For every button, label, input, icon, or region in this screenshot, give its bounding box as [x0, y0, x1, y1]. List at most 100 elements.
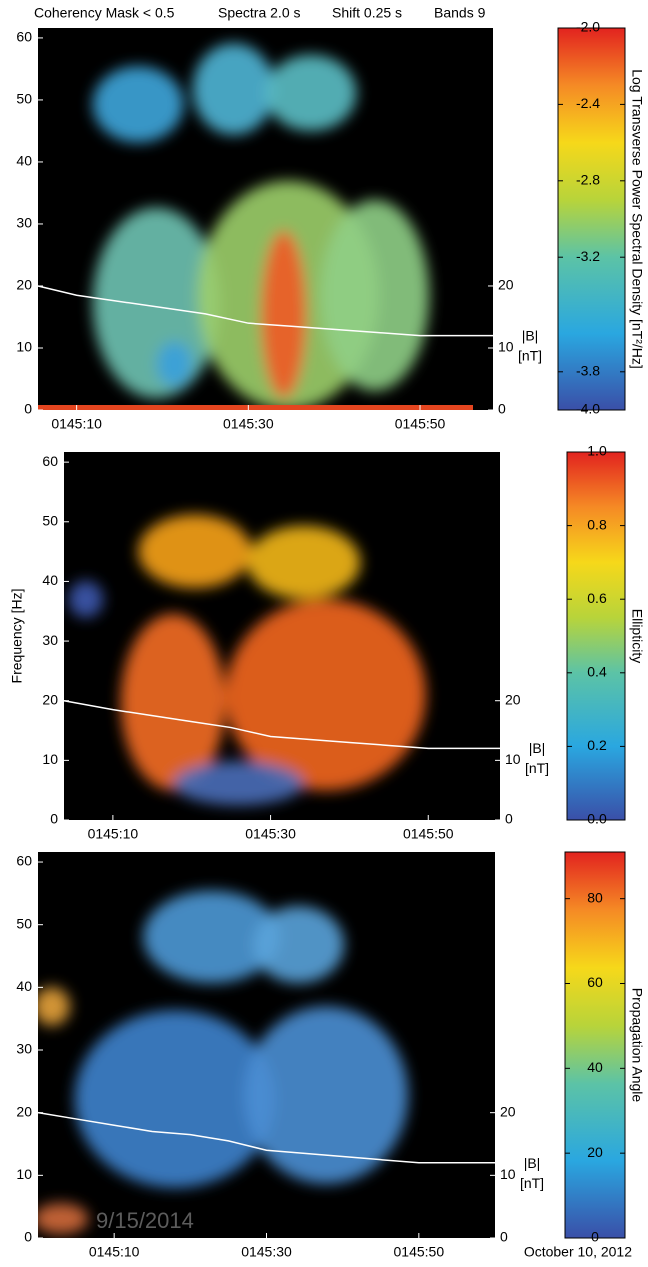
spectrogram-patch — [173, 761, 304, 806]
spectrogram-patch — [265, 54, 357, 132]
colorbar-tick-label: 0.6 — [587, 590, 607, 606]
x-tick-label: 0145:30 — [223, 416, 274, 432]
x-tick-label: 0145:50 — [394, 1244, 445, 1260]
y-tick-label: 50 — [16, 91, 32, 107]
spectrogram-patch — [120, 613, 226, 791]
watermark: 9/15/2014 — [96, 1208, 194, 1233]
y2-tick-label: 0 — [498, 401, 506, 417]
colorbar-tick-label: -2.8 — [576, 172, 600, 188]
annotation: Bands 9 — [434, 5, 486, 21]
x-tick-label: 0145:30 — [241, 1244, 292, 1260]
y2-tick-label: 20 — [505, 691, 521, 707]
y-tick-label: 40 — [16, 978, 32, 994]
spectrogram-patch — [38, 1203, 89, 1235]
x-tick-label: 0145:50 — [403, 826, 454, 842]
y2-label: |B| — [529, 740, 546, 756]
y-tick-label: 30 — [16, 1041, 32, 1057]
b-field-line — [37, 1111, 495, 1164]
colorbar-tick-label: 0.4 — [587, 664, 607, 680]
spectrogram-patch — [38, 987, 70, 1026]
colorbar — [557, 27, 626, 411]
colorbar-tick-label: -3.2 — [576, 248, 600, 264]
y-tick-label: 60 — [16, 29, 32, 45]
y-tick-label: 50 — [16, 915, 32, 931]
spectrogram-patch — [38, 405, 473, 410]
y-tick-label: 40 — [42, 572, 58, 588]
y-tick-label: 0 — [50, 811, 58, 827]
annotation: Coherency Mask < 0.5 — [34, 5, 175, 21]
y-tick-label: 10 — [16, 339, 32, 355]
colorbar-label: Propagation Angle — [629, 988, 645, 1103]
y-label: Frequency [Hz] — [9, 589, 25, 684]
annotation: Spectra 2.0 s — [218, 5, 301, 21]
x-tick-label: 0145:30 — [245, 826, 296, 842]
spectrogram-patch — [68, 580, 104, 618]
y2-tick-label: 0 — [500, 1229, 508, 1245]
spectrogram-patch — [252, 906, 345, 984]
y-tick-label: 20 — [42, 691, 58, 707]
y2-tick-label: 10 — [505, 751, 521, 767]
spectrogram-patch — [247, 525, 361, 600]
b-field-line — [63, 699, 500, 750]
colorbar-tick-label: -2.4 — [576, 95, 600, 111]
x-tick-label: 0145:10 — [89, 1244, 140, 1260]
y-tick-label: 50 — [42, 512, 58, 528]
spectrogram-patch — [320, 199, 430, 391]
y-tick-label: 0 — [24, 401, 32, 417]
spectrogram — [92, 43, 430, 410]
y-tick-label: 0 — [24, 1229, 32, 1245]
annotation: Shift 0.25 s — [332, 5, 402, 21]
spectrogram-patch — [192, 43, 275, 135]
spectrogram-patch — [74, 1010, 276, 1188]
b-field-line — [37, 285, 493, 337]
colorbar-tick-label: 0.8 — [587, 516, 607, 532]
date-label: October 10, 2012 — [524, 1244, 632, 1260]
x-tick-label: 0145:10 — [51, 416, 102, 432]
colorbar-tick-label: -3.8 — [576, 363, 600, 379]
y2-tick-label: 20 — [498, 277, 514, 293]
spectrogram-patch — [260, 230, 307, 399]
spectrogram — [38, 890, 409, 1235]
y-tick-label: 30 — [16, 215, 32, 231]
y-tick-label: 40 — [16, 153, 32, 169]
y2-unit: [nT] — [525, 760, 549, 776]
colorbar — [566, 451, 626, 821]
y2-tick-label: 0 — [505, 811, 513, 827]
colorbar-tick-label: 0.2 — [587, 737, 607, 753]
spectrogram-patch — [143, 890, 281, 984]
colorbar-tick-label: 20 — [587, 1144, 603, 1160]
spectrogram-patch — [225, 599, 426, 791]
y-tick-label: 30 — [42, 632, 58, 648]
y-tick-label: 10 — [16, 1166, 32, 1182]
y-tick-label: 10 — [42, 751, 58, 767]
colorbar-tick-label: 60 — [587, 974, 603, 990]
spectrogram-patch — [243, 1006, 409, 1184]
y2-unit: [nT] — [520, 1175, 544, 1191]
y2-tick-label: 10 — [500, 1166, 516, 1182]
y-tick-label: 60 — [16, 853, 32, 869]
x-tick-label: 0145:10 — [88, 826, 139, 842]
colorbar-tick-label: -2.0 — [576, 19, 600, 35]
y2-tick-label: 10 — [498, 339, 514, 355]
colorbar-tick-label: 0.0 — [587, 811, 607, 827]
y-tick-label: 20 — [16, 277, 32, 293]
spectrogram — [68, 514, 426, 806]
colorbar-label: Log Transverse Power Spectral Density [n… — [629, 69, 645, 369]
colorbar-tick-label: -4.0 — [576, 401, 600, 417]
colorbar-tick-label: 0 — [591, 1229, 599, 1245]
spectrogram-patch — [138, 514, 252, 589]
y2-unit: [nT] — [518, 348, 542, 364]
colorbar — [564, 851, 626, 1239]
spectrogram-patch — [92, 66, 184, 143]
y-tick-label: 20 — [16, 1103, 32, 1119]
x-tick-label: 0145:50 — [395, 416, 446, 432]
colorbar-tick-label: 40 — [587, 1059, 603, 1075]
y2-label: |B| — [522, 328, 539, 344]
colorbar-tick-label: 1.0 — [587, 443, 607, 459]
y-tick-label: 60 — [42, 453, 58, 469]
colorbar-label: Ellipticity — [629, 609, 645, 663]
y2-tick-label: 20 — [500, 1103, 516, 1119]
y2-label: |B| — [524, 1155, 541, 1171]
